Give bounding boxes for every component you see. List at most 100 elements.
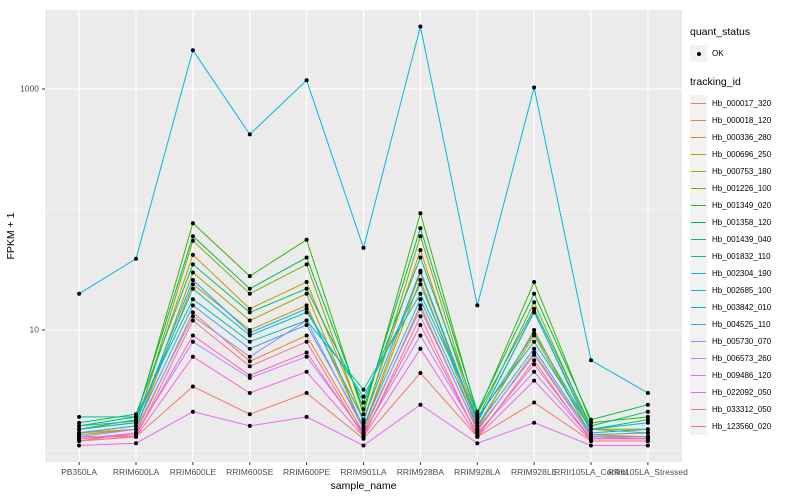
data-point (589, 439, 593, 443)
data-point (77, 414, 82, 419)
data-point (361, 434, 366, 439)
series-color-swatch (691, 323, 706, 326)
legend-item-Hb_000336_280: Hb_000336_280 (690, 129, 800, 146)
line-key-icon (690, 418, 707, 435)
data-point (418, 323, 423, 327)
line-key-icon (690, 333, 707, 350)
data-point (304, 318, 309, 323)
legend-block-tracking-id: tracking_id Hb_000017_320 Hb_000018_120 Hb… (690, 76, 800, 435)
x-tick-label: RRIM928LA (454, 467, 501, 477)
data-point (418, 248, 423, 253)
data-point (532, 400, 537, 405)
legend-label: Hb_001358_120 (712, 218, 772, 227)
data-point (304, 306, 309, 311)
data-point (361, 417, 366, 422)
data-point (532, 420, 537, 425)
data-point (645, 439, 650, 443)
data-point (475, 423, 480, 428)
data-point (190, 333, 195, 338)
data-point (361, 400, 366, 405)
data-point (77, 439, 82, 443)
legend-label: Hb_000017_320 (712, 99, 772, 108)
x-tick-label: RRIM600LA (113, 467, 160, 477)
data-point (77, 420, 82, 425)
data-point (532, 309, 537, 314)
line-key-icon (690, 129, 707, 146)
data-point (475, 420, 480, 425)
data-point (589, 423, 593, 428)
legend-item-Hb_123560_020: Hb_123560_020 (690, 418, 800, 435)
data-point (304, 310, 309, 315)
data-point (190, 286, 195, 291)
data-point (532, 291, 537, 296)
data-point (645, 402, 650, 407)
series-color-swatch (691, 187, 706, 190)
data-point (361, 407, 366, 412)
data-point (589, 443, 593, 448)
data-point (532, 362, 537, 367)
data-point (418, 234, 423, 239)
data-point (304, 237, 309, 242)
data-point (190, 384, 195, 389)
series-color-swatch (691, 357, 706, 360)
legend-label: Hb_001832_110 (712, 252, 771, 261)
data-point (418, 402, 423, 407)
data-point (190, 270, 195, 275)
data-point (247, 310, 252, 315)
data-point (247, 423, 252, 428)
data-point (134, 414, 138, 419)
data-point (247, 291, 252, 296)
legend-label: Hb_003842_010 (712, 303, 772, 312)
series-color-swatch (691, 289, 706, 292)
data-point (532, 85, 537, 90)
legend-label: Hb_002304_190 (712, 269, 772, 278)
axes: 10 1000 PB350LA RRIM600LA RRIM600LE RRIM600SE… (20, 84, 688, 478)
series-color-swatch (691, 255, 706, 258)
series-color-swatch (691, 204, 706, 207)
data-point (532, 280, 537, 284)
data-point (247, 274, 252, 279)
data-point (304, 291, 309, 296)
data-point (361, 412, 366, 417)
series-color-swatch (691, 306, 706, 309)
data-point (77, 423, 82, 428)
data-point (418, 371, 423, 375)
data-point (190, 297, 195, 302)
data-point (589, 358, 593, 363)
data-point (304, 350, 309, 355)
legend-item-quant-status: OK (690, 45, 800, 62)
legend-label: Hb_002685_100 (712, 286, 772, 295)
x-tick-label: PB350LA (61, 467, 97, 477)
data-point (134, 434, 138, 439)
data-point (361, 423, 366, 428)
data-point (190, 354, 195, 359)
line-key-icon (690, 163, 707, 180)
legend-items-tracking-id: Hb_000017_320 Hb_000018_120 Hb_000336_280 H… (690, 95, 800, 435)
data-point (190, 409, 195, 414)
legend-label: Hb_000336_280 (712, 133, 772, 142)
line-key-icon (690, 316, 707, 333)
legend-item-Hb_001349_020: Hb_001349_020 (690, 197, 800, 214)
data-point (475, 441, 480, 446)
data-point (532, 378, 537, 383)
data-point (532, 331, 537, 336)
data-point (304, 255, 309, 260)
line-key-icon (690, 350, 707, 367)
x-tick-label: RRII105LA_Stressed (608, 467, 688, 477)
data-point (190, 318, 195, 323)
line-key-icon (690, 248, 707, 265)
legend-label: Hb_005730_070 (712, 337, 772, 346)
legend-label: Hb_022092_050 (712, 388, 772, 397)
legend-title-quant-status: quant_status (690, 26, 751, 38)
series-color-swatch (691, 136, 706, 139)
data-point (77, 443, 82, 448)
data-point (532, 369, 537, 374)
data-point (361, 443, 366, 448)
legend-label: Hb_033312_050 (712, 405, 772, 414)
point-key-icon (690, 45, 707, 62)
data-point (190, 238, 195, 243)
legend-item-Hb_001358_120: Hb_001358_120 (690, 214, 800, 231)
x-tick-label: RRII105LA_Control (554, 467, 628, 477)
data-point (304, 262, 309, 267)
